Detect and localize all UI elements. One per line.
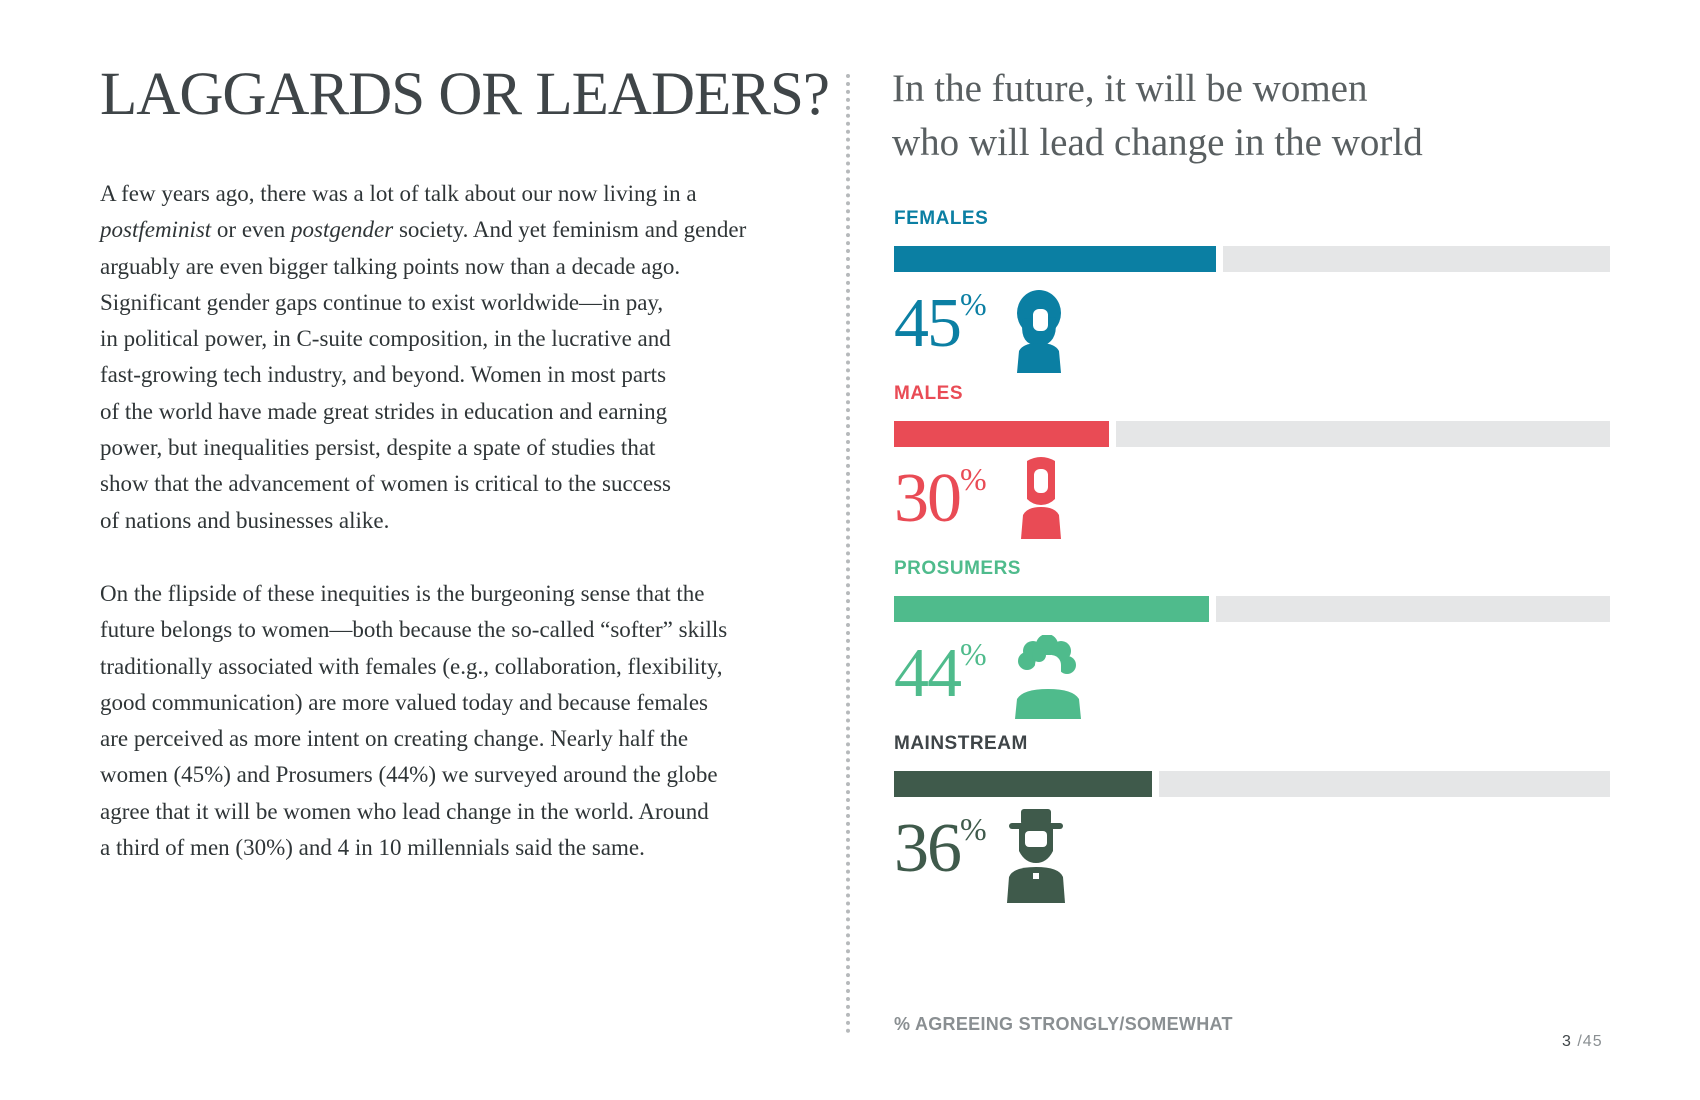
value-number: 44 (894, 635, 962, 712)
value-label-females: 45% (894, 288, 987, 359)
bar-females (894, 246, 1223, 272)
body-fragment: or even (211, 217, 291, 243)
body-line: postfeminist or even postgender society.… (100, 212, 820, 248)
value-number: 45 (894, 285, 962, 362)
page-number-separator: / (1571, 1033, 1583, 1050)
page-title: LAGGARDS OR LEADERS? (100, 61, 830, 128)
page-number-current: 3 (1562, 1033, 1572, 1050)
body-line: agree that it will be women who lead cha… (100, 798, 709, 824)
body-line: show that the advancement of women is cr… (100, 471, 671, 497)
percent-sign: % (960, 636, 987, 672)
body-paragraph-2: On the flipside of these inequities is t… (100, 576, 820, 866)
chart-title: In the future, it will be women who will … (892, 62, 1652, 170)
body-line: good communication) are more valued toda… (100, 689, 708, 715)
value-number: 30 (894, 460, 962, 537)
percent-sign: % (960, 461, 987, 497)
bar-track-females (894, 246, 1610, 272)
body-line: fast-growing tech industry, and beyond. … (100, 362, 667, 388)
bar-prosumers (894, 596, 1216, 622)
page-number-total: 45 (1582, 1033, 1603, 1050)
chart-footnote: % AGREEING STRONGLY/SOMEWHAT (894, 1014, 1233, 1034)
bar-track-males (894, 421, 1610, 447)
body-line: arguably are even bigger talking points … (100, 253, 681, 279)
bar-males (894, 421, 1116, 447)
body-line: A few years ago, there was a lot of talk… (100, 181, 697, 206)
body-line: of nations and businesses alike. (100, 507, 390, 533)
segment-label-males: MALES (894, 383, 963, 404)
segment-label-females: FEMALES (894, 208, 989, 229)
body-line: traditionally associated with females (e… (100, 653, 723, 679)
man-icon (1019, 455, 1063, 544)
value-label-prosumers: 44% (894, 638, 987, 709)
dotted-divider (846, 74, 850, 1034)
italic-term: postfeminist (100, 217, 212, 243)
value-label-males: 30% (894, 463, 987, 534)
body-line: Significant gender gaps continue to exis… (100, 289, 664, 315)
body-line: On the flipside of these inequities is t… (100, 581, 705, 606)
man-hat-icon (1005, 809, 1067, 908)
segment-label-mainstream: MAINSTREAM (894, 733, 1028, 754)
body-line: in political power, in C-suite compositi… (100, 326, 671, 352)
chart-title-line: who will lead change in the world (892, 121, 1423, 164)
value-label-mainstream: 36% (894, 813, 987, 884)
body-fragment: society. And yet feminism and gender (393, 217, 747, 243)
chart-title-line: In the future, it will be women (892, 67, 1368, 110)
woman-icon (1013, 289, 1065, 378)
percent-sign: % (960, 286, 987, 322)
bar-track-mainstream (894, 771, 1610, 797)
body-line: women (45%) and Prosumers (44%) we surve… (100, 762, 718, 788)
percent-sign: % (960, 811, 987, 847)
body-line: of the world have made great strides in … (100, 398, 668, 424)
value-number: 36 (894, 810, 962, 887)
body-line: a third of men (30%) and 4 in 10 millenn… (100, 835, 645, 861)
body-line: are perceived as more intent on creating… (100, 726, 689, 752)
bar-track-prosumers (894, 596, 1610, 622)
body-line: power, but inequalities persist, despite… (100, 435, 656, 461)
body-paragraph-1: A few years ago, there was a lot of talk… (100, 176, 820, 539)
woman-curly-hair-icon (1011, 634, 1085, 724)
bar-mainstream (894, 771, 1159, 797)
body-line: future belongs to women—both because the… (100, 617, 728, 643)
segment-label-prosumers: PROSUMERS (894, 558, 1021, 579)
page-number: 3 /45 (1562, 1033, 1603, 1051)
italic-term: postgender (291, 217, 394, 243)
